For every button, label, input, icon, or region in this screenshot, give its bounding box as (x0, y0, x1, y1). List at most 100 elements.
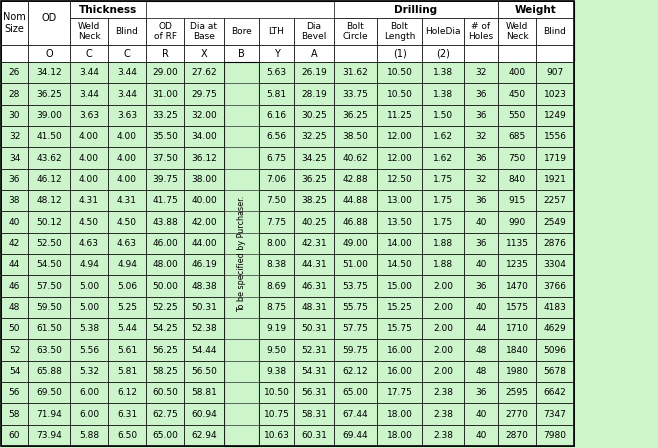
Text: 1249: 1249 (544, 111, 567, 120)
Bar (70, 62, 108, 83)
Bar (1, 425, 28, 446)
Bar (377, 168, 422, 190)
Bar (184, 211, 224, 233)
Text: LTH: LTH (268, 27, 284, 36)
Text: 450: 450 (509, 90, 526, 99)
Bar (536, 297, 574, 318)
Text: 6.00: 6.00 (79, 388, 99, 397)
Bar (28, 297, 70, 318)
Bar (184, 190, 224, 211)
Bar (464, 18, 498, 45)
Text: Dia at
Base: Dia at Base (191, 22, 218, 41)
Bar (377, 425, 422, 446)
Text: 1235: 1235 (505, 260, 528, 269)
Bar (28, 211, 70, 233)
Bar (1, 382, 28, 403)
Text: 73.94: 73.94 (36, 431, 62, 440)
Text: 38.00: 38.00 (191, 175, 217, 184)
Text: 52.31: 52.31 (301, 345, 327, 354)
Text: 60: 60 (9, 431, 20, 440)
Bar (536, 211, 574, 233)
Text: 5.81: 5.81 (117, 367, 137, 376)
Bar (184, 254, 224, 276)
Bar (184, 339, 224, 361)
Text: 9.19: 9.19 (266, 324, 287, 333)
Bar (498, 403, 536, 425)
Bar (184, 425, 224, 446)
Text: 58: 58 (9, 409, 20, 418)
Text: Dia
Bevel: Dia Bevel (301, 22, 326, 41)
Text: 50.31: 50.31 (301, 324, 327, 333)
Text: 50: 50 (9, 324, 20, 333)
Bar (224, 62, 259, 446)
Text: 33.25: 33.25 (152, 111, 178, 120)
Text: 30.25: 30.25 (301, 111, 327, 120)
Text: 18.00: 18.00 (386, 431, 413, 440)
Bar (334, 254, 377, 276)
Text: 40: 40 (475, 431, 487, 440)
Bar (28, 62, 70, 83)
Bar (422, 18, 464, 45)
Text: 56.50: 56.50 (191, 367, 217, 376)
Text: 49.00: 49.00 (343, 239, 368, 248)
Bar (108, 233, 146, 254)
Bar (28, 168, 70, 190)
Bar (294, 318, 334, 339)
Text: 42.88: 42.88 (343, 175, 368, 184)
Text: 5.44: 5.44 (117, 324, 137, 333)
Bar (1, 211, 28, 233)
Text: 42.31: 42.31 (301, 239, 327, 248)
Bar (70, 233, 108, 254)
Text: 61.50: 61.50 (36, 324, 62, 333)
Bar (334, 1, 498, 18)
Text: 1980: 1980 (505, 367, 528, 376)
Text: (1): (1) (393, 48, 407, 59)
Text: 4.00: 4.00 (117, 154, 137, 163)
Text: 550: 550 (509, 111, 526, 120)
Bar (70, 83, 108, 105)
Bar (294, 233, 334, 254)
Bar (498, 168, 536, 190)
Text: 29.75: 29.75 (191, 90, 217, 99)
Text: 40: 40 (475, 303, 487, 312)
Text: 51.00: 51.00 (343, 260, 368, 269)
Bar (334, 83, 377, 105)
Text: 40.62: 40.62 (343, 154, 368, 163)
Text: 5.00: 5.00 (79, 281, 99, 290)
Text: Nom
Size: Nom Size (3, 12, 26, 34)
Text: 400: 400 (509, 68, 526, 77)
Bar (498, 318, 536, 339)
Bar (334, 297, 377, 318)
Bar (464, 147, 498, 168)
Bar (334, 105, 377, 126)
Text: 1.75: 1.75 (433, 175, 453, 184)
Bar (334, 425, 377, 446)
Text: 52.25: 52.25 (152, 303, 178, 312)
Text: 54: 54 (9, 367, 20, 376)
Text: 10.63: 10.63 (264, 431, 290, 440)
Bar (422, 254, 464, 276)
Text: 26: 26 (9, 68, 20, 77)
Bar (259, 382, 294, 403)
Bar (70, 361, 108, 382)
Bar (422, 83, 464, 105)
Bar (1, 147, 28, 168)
Text: 3304: 3304 (544, 260, 567, 269)
Text: 6642: 6642 (544, 388, 567, 397)
Text: 54.50: 54.50 (36, 260, 62, 269)
Bar (422, 105, 464, 126)
Text: Drilling: Drilling (394, 4, 438, 14)
Bar (70, 382, 108, 403)
Bar (146, 105, 184, 126)
Bar (377, 361, 422, 382)
Text: O: O (45, 48, 53, 59)
Bar (334, 318, 377, 339)
Bar (184, 297, 224, 318)
Bar (422, 168, 464, 190)
Bar (294, 147, 334, 168)
Bar (422, 318, 464, 339)
Text: 1.62: 1.62 (433, 132, 453, 141)
Bar (108, 83, 146, 105)
Text: 685: 685 (509, 132, 526, 141)
Text: 4629: 4629 (544, 324, 567, 333)
